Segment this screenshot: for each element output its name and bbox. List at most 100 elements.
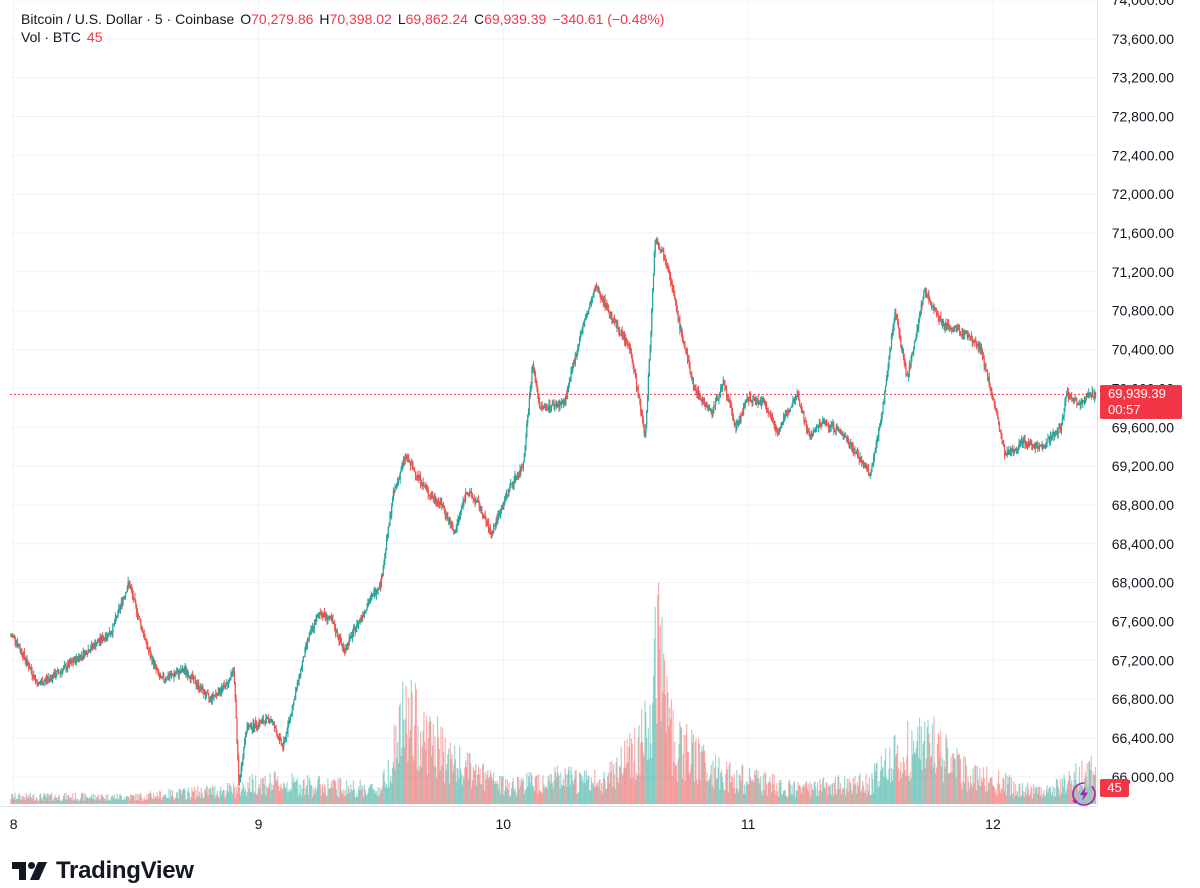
volume-bar: [60, 800, 62, 804]
candle-body: [504, 497, 506, 504]
candle-body: [618, 330, 621, 334]
candle-body: [549, 403, 551, 409]
candle-body: [393, 491, 395, 493]
candle-body: [575, 354, 577, 357]
time-axis[interactable]: 8 9 10 11 12: [10, 816, 1001, 832]
volume-bar: [624, 767, 627, 804]
volume-bar: [296, 778, 298, 804]
volume-bar: [212, 786, 214, 804]
volume-bar: [705, 780, 707, 804]
candle-body: [634, 371, 636, 373]
candle-body: [708, 407, 710, 411]
candle-body: [543, 405, 545, 409]
candle-body: [1023, 439, 1025, 443]
candle-body: [1057, 427, 1059, 435]
candle-body: [839, 430, 842, 432]
candle-body: [614, 320, 616, 323]
candle-body: [964, 332, 966, 335]
volume-bar: [373, 789, 375, 804]
y-tick-label: 67,200.00: [1112, 652, 1174, 668]
candle-body: [105, 637, 107, 640]
candle-body: [658, 246, 661, 250]
candle-body: [227, 682, 229, 686]
volume-bar: [185, 799, 187, 804]
volume-bar: [244, 791, 246, 804]
volume-bar: [892, 769, 894, 804]
candle-body: [652, 274, 655, 291]
volume-bar: [665, 731, 667, 804]
volume-bar: [160, 800, 162, 804]
volume-bar: [380, 789, 383, 804]
volume-bar: [509, 796, 511, 804]
candle-body: [323, 612, 325, 617]
volume-bar: [43, 793, 45, 804]
candle-body: [842, 434, 844, 436]
volume-bar: [634, 727, 636, 804]
volume-bar: [850, 790, 853, 804]
volume-bar: [973, 783, 975, 804]
tradingview-brand[interactable]: TradingView: [12, 856, 194, 886]
volume-bar: [472, 767, 474, 804]
candle-body: [278, 736, 280, 740]
volume-bar: [782, 794, 784, 804]
volume-bar: [896, 753, 898, 804]
volume-bar: [594, 769, 596, 804]
candle-body: [967, 333, 969, 337]
candle-body: [191, 674, 193, 676]
candle-body: [970, 336, 973, 339]
candle-body: [202, 687, 204, 694]
candle-body: [680, 326, 682, 330]
volume-bar: [374, 790, 376, 804]
volume-label[interactable]: Vol · BTC: [21, 29, 81, 45]
candle-body: [180, 669, 182, 673]
volume-bar: [24, 800, 26, 804]
volume-bar: [372, 788, 374, 804]
candle-body: [760, 400, 762, 404]
volume-bar: [940, 730, 942, 804]
candle-body: [70, 661, 72, 664]
volume-bar: [605, 788, 607, 804]
symbol-name[interactable]: Bitcoin / U.S. Dollar: [21, 11, 143, 27]
volume-bar: [907, 775, 910, 804]
volume-bar: [601, 793, 604, 804]
candle-body: [311, 629, 313, 631]
volume-bar: [638, 725, 640, 804]
y-tick-label: 72,400.00: [1112, 147, 1174, 163]
candle-body: [769, 411, 771, 413]
volume-bar: [307, 795, 309, 804]
volume-bar: [798, 785, 800, 804]
volume-bar: [507, 790, 509, 804]
candle-body: [399, 472, 401, 479]
volume-bar: [797, 781, 799, 804]
y-tick-label: 69,200.00: [1112, 458, 1174, 474]
candle-body: [453, 530, 455, 533]
volume-bar: [643, 756, 645, 804]
volume-bar: [408, 737, 411, 804]
volume-bar: [125, 799, 127, 804]
volume-bar: [442, 728, 444, 804]
volume-bar: [172, 796, 174, 804]
candle-body: [637, 387, 639, 398]
volume-bar: [678, 744, 680, 804]
volume-bar: [554, 767, 556, 804]
volume-bar: [399, 703, 401, 804]
candle-body: [822, 421, 825, 424]
candle-body: [987, 377, 990, 380]
interval-label[interactable]: 5: [154, 11, 163, 27]
candle-body: [409, 461, 411, 466]
auto-scale-button[interactable]: [1071, 781, 1097, 807]
candle-body: [702, 397, 704, 401]
volume-bar: [635, 779, 637, 804]
candle-body: [106, 634, 108, 638]
candle-body: [875, 442, 877, 449]
candle-body: [563, 401, 565, 405]
volume-bar: [728, 764, 730, 804]
volume-bar: [658, 582, 660, 804]
candle-body: [866, 468, 868, 470]
candle-body: [1074, 398, 1076, 401]
candle-body: [112, 624, 114, 634]
price-axis[interactable]: 66,000.0066,400.0066,800.0067,200.0067,6…: [1112, 0, 1174, 785]
volume-bar: [90, 796, 92, 804]
